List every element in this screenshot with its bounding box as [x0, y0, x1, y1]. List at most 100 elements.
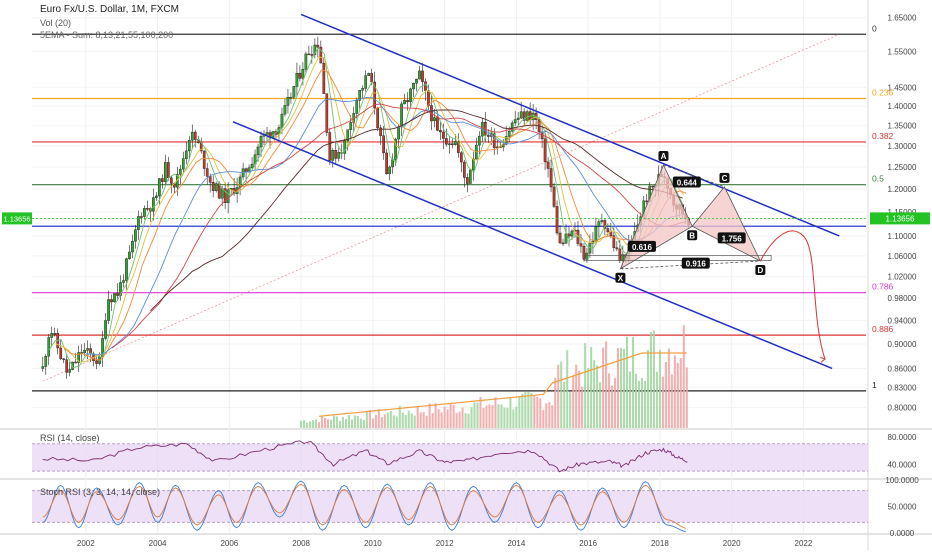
candle-body: [223, 188, 227, 203]
candle-body: [167, 162, 170, 178]
candle-body: [295, 73, 299, 87]
volume-bar: [300, 420, 303, 428]
candle-body: [522, 111, 526, 121]
fib-level-label: 0.886: [872, 324, 894, 334]
ema-13-line: [55, 56, 684, 363]
candle-body: [373, 81, 376, 109]
stoch-tick-label: 0.0000: [890, 529, 915, 538]
volume-bar: [488, 404, 491, 428]
candle-body: [283, 105, 287, 115]
candle-body: [68, 369, 72, 373]
volume-bar: [596, 365, 599, 428]
x-tick-label: 2004: [149, 539, 167, 548]
candle-body: [516, 117, 520, 120]
candle-body: [486, 135, 490, 137]
volume-ma-line: [318, 352, 687, 417]
candle-body: [567, 233, 571, 237]
candle-body: [256, 146, 260, 156]
candle-body: [184, 150, 188, 159]
volume-bar: [578, 370, 581, 428]
candle-body: [286, 97, 290, 106]
candle-body: [301, 69, 305, 79]
pattern-ac-line: [663, 164, 725, 188]
pattern-point-label: C: [722, 174, 728, 183]
candle-body: [62, 358, 66, 360]
ema-200-line: [150, 109, 683, 312]
volume-bar: [661, 376, 664, 428]
volume-bar: [317, 422, 321, 428]
rsi-pane-label: RSI (14, close): [40, 433, 100, 443]
volume-bar: [643, 380, 646, 428]
candle-body: [155, 195, 158, 198]
pattern-ratio-label: 0.644: [677, 178, 698, 187]
volume-bar: [377, 409, 380, 428]
candle-body: [358, 90, 362, 101]
candle-body: [83, 350, 86, 353]
candle-body: [298, 73, 302, 79]
volume-bar: [509, 397, 512, 428]
volume-bar: [682, 325, 685, 428]
current-price-label: 1.13656: [886, 214, 915, 223]
candle-body: [152, 197, 155, 212]
volume-bar: [548, 402, 551, 428]
candle-body: [337, 152, 341, 159]
candle-body: [316, 44, 320, 48]
pattern-target-box: [584, 255, 772, 261]
volume-bar: [341, 417, 345, 428]
volume-bar: [428, 403, 431, 428]
candle-body: [552, 186, 556, 207]
volume-bar: [323, 418, 327, 428]
candle-body: [433, 117, 436, 122]
candle-body: [164, 162, 167, 182]
candle-body: [418, 70, 421, 80]
volume-bar: [560, 361, 563, 428]
candle-body: [307, 53, 311, 56]
chart-title: Euro Fx/U.S. Dollar, 1M, FXCM: [40, 4, 179, 15]
volume-bar: [398, 406, 401, 428]
volume-bar: [608, 373, 611, 428]
y-tick-label: 1.06000: [888, 252, 917, 261]
volume-bar: [545, 403, 548, 428]
candle-body: [382, 135, 385, 154]
y-tick-label: 1.30000: [888, 142, 917, 151]
candle-body: [319, 46, 323, 64]
volume-bar: [315, 419, 318, 428]
volume-bar: [616, 348, 620, 428]
volume-bar: [512, 409, 515, 428]
candle-body: [211, 182, 215, 191]
candle-body: [53, 333, 57, 335]
rsi-band: [32, 443, 868, 472]
candle-body: [181, 158, 185, 170]
candle-body: [379, 127, 382, 136]
candle-body: [292, 86, 296, 98]
candle-body: [403, 100, 406, 105]
candle-body: [146, 208, 149, 210]
volume-bar: [575, 364, 578, 428]
candle-body: [594, 226, 598, 242]
candle-body: [44, 356, 48, 367]
channel-upper-line: [300, 13, 840, 237]
candle-body: [205, 168, 209, 177]
candle-body: [187, 139, 191, 152]
volume-bar: [473, 402, 476, 428]
volume-bar: [335, 416, 339, 428]
volume-bar: [625, 336, 629, 428]
volume-bar: [320, 416, 324, 428]
volume-bar: [676, 362, 679, 428]
candle-body: [74, 361, 77, 364]
candle-body: [343, 140, 347, 154]
candle-body: [190, 131, 194, 141]
candle-body: [131, 240, 134, 253]
y-tick-label: 1.40000: [888, 102, 917, 111]
candle-body: [178, 168, 182, 175]
volume-bar: [452, 404, 455, 428]
volume-bar: [611, 385, 614, 428]
candle-body: [448, 143, 451, 145]
candle-body: [122, 280, 125, 283]
candle-body: [618, 248, 622, 261]
volume-bar: [599, 382, 602, 428]
rsi-line: [42, 440, 688, 473]
volume-bar: [566, 350, 569, 428]
volume-bar: [572, 375, 575, 428]
